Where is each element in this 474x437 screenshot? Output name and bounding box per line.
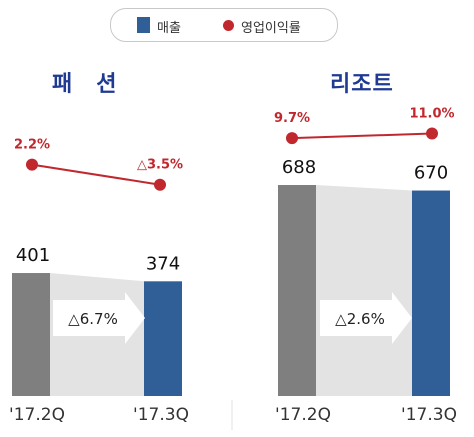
fashion-change-label: △6.7% — [68, 310, 118, 328]
resort-value-label-prev: 688 — [282, 157, 316, 178]
resort-margin-point-curr — [426, 127, 438, 140]
fashion-bar-0-curr — [144, 281, 182, 396]
fashion-xtick-prev: '17.2Q — [9, 405, 65, 425]
fashion-margin-label-prev: 2.2% — [14, 138, 50, 153]
fashion-margin-line — [31, 163, 161, 186]
resort-margin-label-curr: 11.0% — [409, 107, 454, 122]
resort-value-label-curr: 670 — [414, 163, 448, 184]
resort-change-label: △2.6% — [335, 310, 385, 328]
resort-bar-1-prev — [278, 185, 316, 396]
legend-margin-marker — [223, 20, 234, 31]
resort-xtick-curr: '17.3Q — [401, 405, 457, 425]
fashion-margin-point-prev — [26, 158, 38, 171]
fashion-value-label-prev: 401 — [16, 245, 50, 266]
chart-legend: 매출 영업이익률 — [110, 8, 338, 42]
resort-panel-title: 리조트 — [330, 72, 394, 97]
legend-sales-swatch — [137, 17, 150, 33]
fashion-bar-0-prev — [12, 273, 50, 396]
fashion-margin-point-curr — [154, 178, 166, 191]
fashion-value-label-curr: 374 — [146, 253, 180, 274]
fashion-margin-label-curr: △3.5% — [137, 158, 183, 173]
fashion-change-arrow — [53, 292, 145, 344]
resort-margin-label-prev: 9.7% — [274, 111, 310, 126]
resort-bar-1-curr — [412, 190, 450, 396]
resort-xtick-prev: '17.2Q — [275, 405, 331, 425]
fashion-panel-title: 패 션 — [52, 72, 118, 97]
legend-margin-label: 영업이익률 — [241, 21, 301, 36]
resort-margin-point-prev — [286, 132, 298, 145]
resort-margin-line — [291, 132, 433, 140]
resort-bridge-band — [316, 185, 412, 396]
legend-sales-label: 매출 — [157, 21, 181, 36]
resort-change-arrow — [320, 292, 412, 344]
fashion-xtick-curr: '17.3Q — [133, 405, 189, 425]
